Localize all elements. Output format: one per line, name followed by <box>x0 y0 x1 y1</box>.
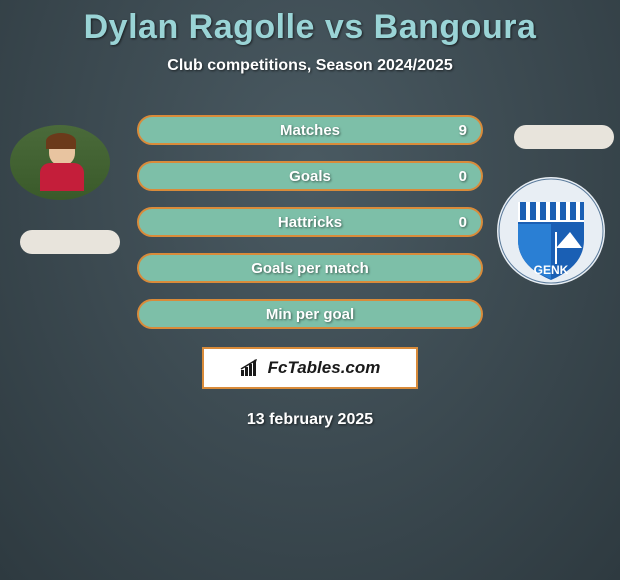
stat-value-right: 0 <box>459 214 467 231</box>
bar-chart-icon <box>240 359 262 377</box>
stats-list: Matches 9 Goals 0 Hattricks 0 Goals per … <box>137 115 483 329</box>
stat-row-hattricks: Hattricks 0 <box>137 207 483 237</box>
stat-row-min-per-goal: Min per goal <box>137 299 483 329</box>
stat-row-goals: Goals 0 <box>137 161 483 191</box>
genk-badge-icon: GENK <box>496 176 606 286</box>
player-left-avatar <box>10 125 110 200</box>
badge-text: GENK <box>534 263 569 277</box>
stat-value-right: 0 <box>459 168 467 185</box>
stat-row-goals-per-match: Goals per match <box>137 253 483 283</box>
player-right-club-pill <box>514 125 614 149</box>
fctables-logo: FcTables.com <box>202 347 418 389</box>
stat-row-matches: Matches 9 <box>137 115 483 145</box>
player-left-club-pill <box>20 230 120 254</box>
subtitle: Club competitions, Season 2024/2025 <box>0 57 620 75</box>
stat-label: Matches <box>280 122 340 139</box>
stat-value-right: 9 <box>459 122 467 139</box>
stat-label: Goals per match <box>251 260 369 277</box>
stat-label: Hattricks <box>278 214 342 231</box>
date-label: 13 february 2025 <box>0 411 620 429</box>
logo-text: FcTables.com <box>268 358 381 378</box>
stat-label: Goals <box>289 168 331 185</box>
page-title: Dylan Ragolle vs Bangoura <box>0 8 620 47</box>
stat-label: Min per goal <box>266 306 354 323</box>
